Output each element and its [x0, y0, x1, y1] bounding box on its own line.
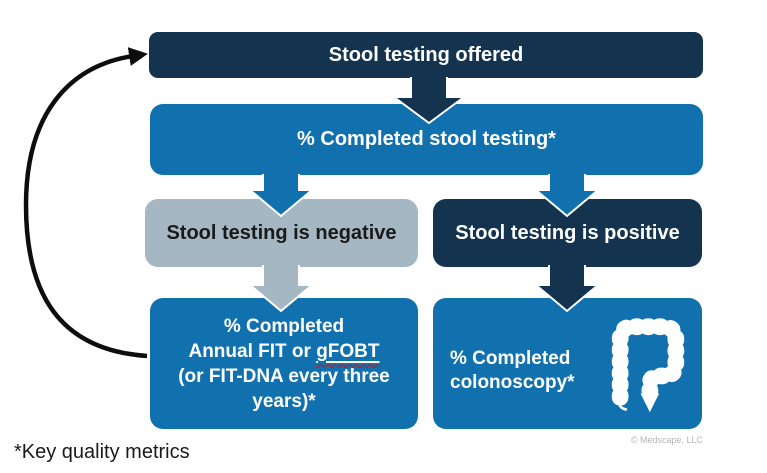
node-label: Stool testing offered	[328, 43, 524, 66]
node-label: % Completed colonoscopy*	[450, 347, 575, 393]
node-label: Stool testing is positive	[455, 221, 680, 244]
node-label-line3: (or FIT-DNA every three	[178, 365, 390, 387]
node-label-line4: years)*	[252, 390, 316, 412]
node-stool-testing-offered: Stool testing offered	[149, 32, 703, 78]
misspelled-term: gFOBT	[316, 340, 380, 362]
node-label: % Completed stool testing*	[297, 128, 556, 150]
node-completed-annual-fit: % Completed Annual FIT or gFOBT (or FIT-…	[150, 298, 418, 429]
node-label-line2: Annual FIT or gFOBT	[188, 340, 380, 362]
node-completed-stool-testing: % Completed stool testing*	[150, 104, 703, 175]
node-label: Stool testing is negative	[166, 221, 397, 244]
node-label-line1: % Completed	[223, 315, 345, 337]
node-stool-testing-positive: Stool testing is positive	[433, 199, 702, 267]
node-stool-testing-negative: Stool testing is negative	[145, 199, 418, 267]
node-completed-colonoscopy: % Completed colonoscopy*	[433, 298, 702, 429]
medscape-credit: © Medscape, LLC	[630, 435, 703, 445]
key-quality-metrics-note: *Key quality metrics	[14, 441, 190, 463]
colon-icon	[611, 318, 685, 413]
loop-back-arrow	[23, 47, 148, 359]
